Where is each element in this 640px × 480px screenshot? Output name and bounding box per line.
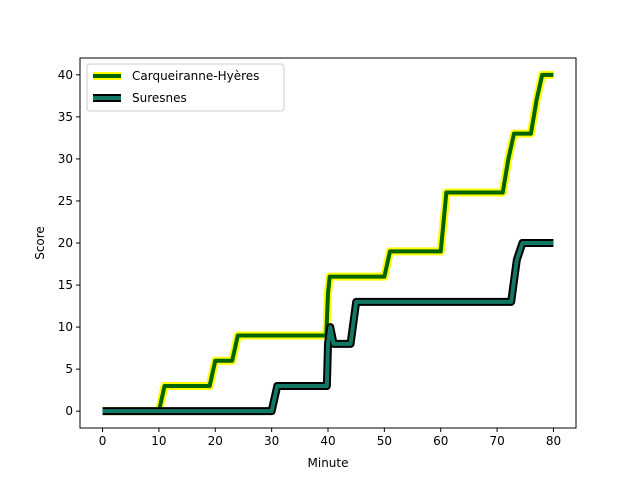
x-tick-label: 70 [489, 434, 504, 448]
series-line-1 [102, 72, 554, 414]
x-tick-label: 60 [433, 434, 448, 448]
y-tick-label: 0 [65, 404, 73, 418]
y-tick-label: 30 [58, 152, 73, 166]
y-axis-label: Score [33, 226, 47, 260]
x-axis-ticks: 0 10 20 30 40 50 60 70 80 [99, 428, 561, 448]
y-tick-label: 40 [58, 68, 73, 82]
y-tick-label: 25 [58, 194, 73, 208]
legend-label-1: Carqueiranne-Hyères [132, 69, 259, 83]
x-tick-label: 30 [264, 434, 279, 448]
y-tick-label: 10 [58, 320, 73, 334]
x-axis-label: Minute [308, 456, 349, 470]
legend-label-2: Suresnes [132, 91, 187, 105]
y-tick-label: 20 [58, 236, 73, 250]
x-tick-label: 40 [320, 434, 335, 448]
series-line-2 [102, 241, 554, 414]
x-tick-label: 80 [546, 434, 561, 448]
legend: Carqueiranne-Hyères Suresnes [86, 63, 285, 112]
x-tick-label: 10 [151, 434, 166, 448]
y-tick-label: 35 [58, 110, 73, 124]
legend-box [86, 63, 285, 112]
x-tick-label: 0 [99, 434, 107, 448]
x-tick-label: 20 [208, 434, 223, 448]
x-tick-label: 50 [377, 434, 392, 448]
y-axis-ticks: 0 5 10 15 20 25 30 35 40 [58, 68, 80, 418]
y-tick-label: 5 [65, 362, 73, 376]
y-tick-label: 15 [58, 278, 73, 292]
series-lines [102, 70, 554, 416]
